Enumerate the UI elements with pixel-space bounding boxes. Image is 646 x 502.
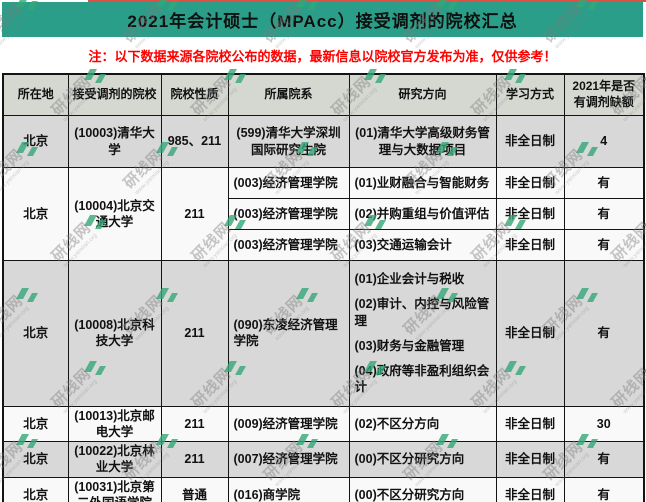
dept-cell: (003)经济管理学院 <box>227 229 350 261</box>
table-row: 北京 (10004)北京交通大学 211 (003)经济管理学院 (01)业财融合与智能… <box>2 167 645 261</box>
table-header: 所在地 接受调剂的院校 院校性质 所属院系 研究方向 学习方式 2021年是否有调剂缺额 <box>2 73 645 116</box>
dept-cell: (090)东凌经济管理学院 <box>227 260 350 407</box>
study-mode-cell: 非全日制 <box>495 476 565 502</box>
dept-cell: (016)商学院 <box>227 476 350 502</box>
table-row: 北京 (10003)清华大学 985、211 (599)清华大学深圳国际研究生院 (01… <box>2 115 645 168</box>
study-mode-cell: 非全日制 <box>495 260 565 407</box>
quota-cell: 有 <box>563 198 645 230</box>
type-cell: 211 <box>160 441 229 478</box>
universities-table: 所在地 接受调剂的院校 院校性质 所属院系 研究方向 学习方式 2021年是否有调剂缺额 北… <box>2 73 645 502</box>
direction-cell: (00)不区分研究方向 <box>348 476 497 502</box>
location-cell: 北京 <box>2 260 69 407</box>
top-red-line <box>88 0 646 2</box>
table-row: 北京(10031)北京第二外国语学院普通(016)商学院(00)不区分研究方向非… <box>2 476 645 502</box>
study-mode-cell: 非全日制 <box>495 229 565 261</box>
school-cell: (10031)北京第二外国语学院 <box>67 476 162 502</box>
table-row: (003)经济管理学院 (03)交通运输会计 非全日制有 <box>3 229 645 261</box>
dept-cell: (003)经济管理学院 <box>227 167 350 199</box>
study-mode-cell: 非全日制 <box>495 405 565 442</box>
quota-cell: 30 <box>563 405 645 442</box>
direction-cell: (03)交通运输会计 <box>348 229 497 261</box>
location-cell: 北京 <box>2 476 69 502</box>
direction-cell: (02)并购重组与价值评估 <box>348 198 497 230</box>
column-header-4: 研究方向 <box>348 73 497 116</box>
location-cell: 北京 <box>2 441 69 478</box>
school-cell: (10008)北京科技大学 <box>67 260 162 407</box>
column-header-5: 学习方式 <box>495 73 565 116</box>
quota-cell: 有 <box>563 229 645 261</box>
column-header-1: 接受调剂的院校 <box>67 73 162 116</box>
type-cell: 985、211 <box>160 115 229 168</box>
table-row: 北京 (10008)北京科技大学 211 (090)东凌经济管理学院 (01)企业会计与… <box>2 260 645 407</box>
column-header-0: 所在地 <box>2 73 69 116</box>
direction-cell: (01)业财融合与智能财务 <box>348 167 497 199</box>
dept-cell: (009)经济管理学院 <box>227 405 350 442</box>
title-banner: 2021年会计硕士（MPAcc）接受调剂的院校汇总 <box>2 2 643 37</box>
direction-cell: (01)企业会计与税收 (02)审计、内控与风险管理 (03)财务与金融管理 (04)… <box>348 260 497 407</box>
quota-cell: 有 <box>563 441 645 478</box>
direction-item: (01)企业会计与税收 <box>354 272 465 286</box>
table-body: 北京 (10003)清华大学 985、211 (599)清华大学深圳国际研究生院 (01… <box>2 115 645 502</box>
direction-item: (04)政府等非盈利组织会计 <box>354 364 490 395</box>
location-cell: 北京 <box>2 115 69 168</box>
study-mode-cell: 非全日制 <box>495 115 565 168</box>
table-row: 北京 (10013)北京邮电大学 211 (009)经济管理学院 (02)不区分方向 非全… <box>2 405 645 442</box>
type-cell: 211 <box>160 260 229 407</box>
location-cell: 北京 <box>2 405 69 442</box>
direction-cell: (00)不区分研究方向 <box>348 441 497 478</box>
dept-cell: (007)经济管理学院 <box>227 441 350 478</box>
study-mode-cell: 非全日制 <box>495 167 565 199</box>
table-row: 北京 (10022)北京林业大学 211 (007)经济管理学院 (00)不区分研究方向… <box>2 441 645 478</box>
quota-cell: 4 <box>563 115 645 168</box>
type-cell: 普通 <box>160 476 229 502</box>
direction-cell: (02)不区分方向 <box>348 405 497 442</box>
direction-item: (02)审计、内控与风险管理 <box>354 297 490 328</box>
quota-cell: 有 <box>563 260 645 407</box>
dept-cell: (003)经济管理学院 <box>227 198 350 230</box>
column-header-6: 2021年是否有调剂缺额 <box>563 73 645 116</box>
note-banner: 注：以下数据来源各院校公布的数据，最新信息以院校官方发布为准，仅供参考！ <box>2 37 643 73</box>
study-mode-cell: 非全日制 <box>495 198 565 230</box>
page-title: 2021年会计硕士（MPAcc）接受调剂的院校汇总 <box>127 12 518 31</box>
column-header-2: 院校性质 <box>160 73 229 116</box>
type-cell: 211 <box>160 167 229 261</box>
school-cell: (10003)清华大学 <box>67 115 162 168</box>
note-text: 注：以下数据来源各院校公布的数据，最新信息以院校官方发布为准，仅供参考！ <box>88 48 557 64</box>
school-cell: (10022)北京林业大学 <box>67 441 162 478</box>
school-cell: (10004)北京交通大学 <box>67 167 162 261</box>
school-cell: (10013)北京邮电大学 <box>67 405 162 442</box>
study-mode-cell: 非全日制 <box>495 441 565 478</box>
column-header-3: 所属院系 <box>227 73 350 116</box>
direction-item: (03)财务与金融管理 <box>354 338 465 353</box>
table-row: (003)经济管理学院 (02)并购重组与价值评估 非全日制有 <box>3 198 645 230</box>
location-cell: 北京 <box>2 167 69 261</box>
direction-cell: (01)清华大学高级财务管理与大数据项目 <box>348 115 497 168</box>
dept-cell: (599)清华大学深圳国际研究生院 <box>227 115 350 168</box>
quota-cell: 有 <box>563 476 645 502</box>
type-cell: 211 <box>160 405 229 442</box>
quota-cell: 有 <box>563 167 645 199</box>
